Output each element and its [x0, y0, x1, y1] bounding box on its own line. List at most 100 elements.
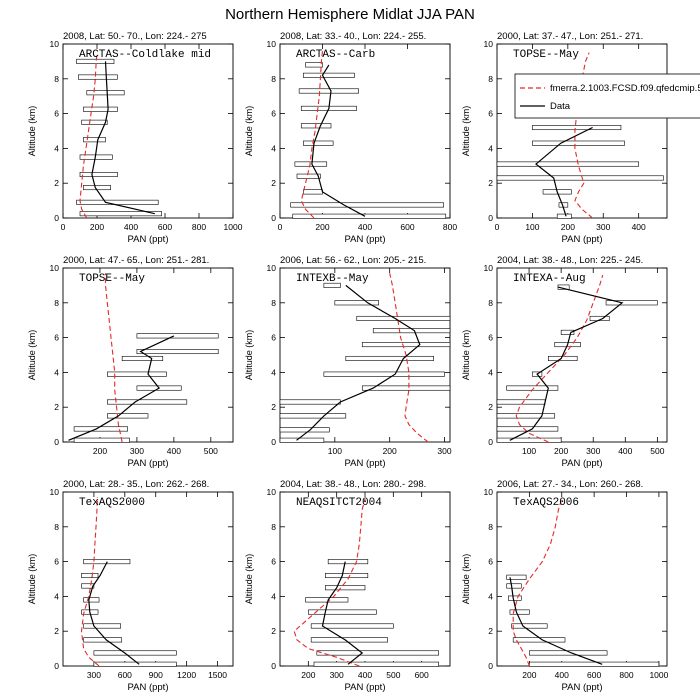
panel-6-xtick-label: 300: [586, 446, 600, 456]
panel-1-data-range-box: [79, 211, 162, 217]
panel-3-campaign-label: TOPSE--May: [513, 49, 579, 61]
panel-4-data-range-box: [73, 437, 130, 443]
panel-9-data-line: [509, 577, 603, 665]
panel-6-y-axis-label: Altitude (km): [461, 330, 471, 381]
panel-1-xtick-label: 800: [192, 222, 206, 232]
panel-1-plot-frame: [62, 43, 234, 219]
panel-5-data-line: [296, 284, 421, 441]
panel-9-xtick-label: 1000: [649, 670, 668, 680]
panel-5-data-range-box: [279, 437, 325, 443]
panel-5-data-range-box: [323, 371, 445, 377]
panel-7-data-range-box: [83, 623, 121, 629]
panel-2-xtick-label: 800: [443, 222, 457, 232]
panel-4-data-line: [68, 335, 175, 441]
panel-3-xtick-label: 400: [632, 222, 646, 232]
panel-4-y-axis-label: Altitude (km): [27, 330, 37, 381]
panel-1-xtick-label: 1000: [224, 222, 243, 232]
panel-5-data-range-box: [334, 300, 380, 306]
panel-9-data-range-box: [511, 623, 548, 629]
panel-grid: 2008, Lat: 50.- 70., Lon: 224.- 275 0 2 4 6 8…: [27, 31, 669, 693]
panel-2-title: 2008, Lat: 33.- 40., Lon: 224.- 255.: [280, 31, 426, 42]
panel-7-ytick-label: 8: [54, 522, 59, 532]
panel-5-data-range-box: [279, 427, 330, 433]
panel-5-ytick-label: 10: [267, 263, 277, 273]
panel-8-data-range-box: [305, 597, 349, 603]
panel-9-data-range-box: [506, 574, 527, 580]
panel-8-y-axis-label: Altitude (km): [244, 554, 254, 605]
panel-3-data-line: [535, 126, 593, 217]
panel-6-xtick-label: 400: [618, 446, 632, 456]
panel-7-title: 2000, Lat: 28.- 35., Lon: 262.- 268.: [63, 479, 209, 490]
panel-6-ytick-label: 2: [488, 402, 493, 412]
panel-2-xtick-label: 200: [315, 222, 329, 232]
panel-2-ytick-label: 4: [271, 143, 276, 153]
panel-7-campaign-label: TexAQS2000: [79, 497, 145, 509]
panel-7-x-axis-label: PAN (ppt): [127, 682, 168, 693]
panel-9-x-axis-label: PAN (ppt): [561, 682, 602, 693]
panel-4-ytick-label: 2: [54, 402, 59, 412]
panel-3-xtick-label: 0: [495, 222, 500, 232]
panel-2-data-range-box: [292, 213, 447, 219]
panel-9-ytick-label: 10: [484, 487, 494, 497]
panel-2: 2008, Lat: 33.- 40., Lon: 224.- 255. 0 2 4 6…: [244, 31, 457, 245]
panel-3-xtick-label: 200: [561, 222, 575, 232]
panel-5-title: 2006, Lat: 56.- 62., Lon: 205.- 215.: [280, 255, 426, 266]
panel-9-title: 2006, Lat: 27.- 34., Lon: 260.- 268.: [497, 479, 643, 490]
panel-7-ytick-label: 2: [54, 626, 59, 636]
panel-4-data-range-box: [107, 399, 188, 405]
panel-2-ytick-label: 0: [271, 213, 276, 223]
panel-4-data-range-box: [136, 333, 219, 339]
panel-8-data-range-box: [308, 609, 377, 615]
panel-2-data-range-box: [294, 161, 328, 167]
panel-7-data-range-box: [83, 597, 100, 603]
panel-1-ytick-label: 0: [54, 213, 59, 223]
panel-8-ytick-label: 2: [271, 626, 276, 636]
panel-3-ytick-label: 4: [488, 143, 493, 153]
panel-3-ytick-label: 6: [488, 109, 493, 119]
panel-2-x-axis-label: PAN (ppt): [344, 234, 385, 245]
panel-2-ytick-label: 8: [271, 74, 276, 84]
panel-3-x-axis-label: PAN (ppt): [561, 234, 602, 245]
panel-1-data-range-box: [78, 74, 118, 80]
panel-1-xtick-label: 0: [61, 222, 66, 232]
panel-1-data-range-box: [86, 90, 125, 96]
panel-7-data-range-box: [83, 637, 123, 643]
panel-5-campaign-label: INTEXB--May: [296, 273, 369, 285]
panel-5-data-range-box: [279, 413, 347, 419]
panel-8-xtick-label: 600: [415, 670, 429, 680]
panel-1-xtick-label: 400: [124, 222, 138, 232]
panel-9-ytick-label: 8: [488, 522, 493, 532]
panel-9-xtick-label: 600: [587, 670, 601, 680]
panel-5-xtick-label: 100: [328, 446, 342, 456]
panel-2-xtick-label: 400: [358, 222, 372, 232]
panel-8-ytick-label: 6: [271, 557, 276, 567]
panel-4-plot-frame: [62, 267, 234, 443]
panel-5-data-range-box: [345, 355, 434, 361]
panel-1-ytick-label: 2: [54, 178, 59, 188]
panel-7-ytick-label: 6: [54, 557, 59, 567]
panel-8-data-range-box: [310, 623, 394, 629]
panel-9-data-range-box: [512, 637, 566, 643]
panel-5-plot-frame: [279, 267, 451, 443]
panel-2-model-line: [300, 50, 324, 219]
panel-6-ytick-label: 4: [488, 367, 493, 377]
panel-8-data-range-box: [325, 585, 366, 591]
legend: fmerra.2.1003.FCSD.f09.qfedcmip.5 Data: [514, 73, 700, 119]
panel-8-xtick-label: 500: [386, 670, 400, 680]
panel-4-ytick-label: 6: [54, 333, 59, 343]
panel-4-xtick-label: 200: [93, 446, 107, 456]
panel-6-x-axis-label: PAN (ppt): [561, 458, 602, 469]
panel-8-data-line: [321, 561, 364, 665]
panel-2-data-range-box: [296, 173, 321, 179]
panel-1-ytick-label: 6: [54, 109, 59, 119]
panel-9-xtick-label: 200: [522, 670, 536, 680]
panel-7-xtick-label: 300: [87, 670, 101, 680]
panel-6-data-range-box: [605, 300, 658, 306]
panel-9-y-axis-label: Altitude (km): [461, 554, 471, 605]
panel-6-data-range-box: [548, 355, 578, 361]
figure-title: Northern Hemisphere Midlat JJA PAN: [225, 6, 475, 23]
panel-9-model-line: [512, 498, 563, 667]
panel-4-data-range-box: [107, 371, 167, 377]
panel-8-data-range-box: [325, 573, 369, 579]
